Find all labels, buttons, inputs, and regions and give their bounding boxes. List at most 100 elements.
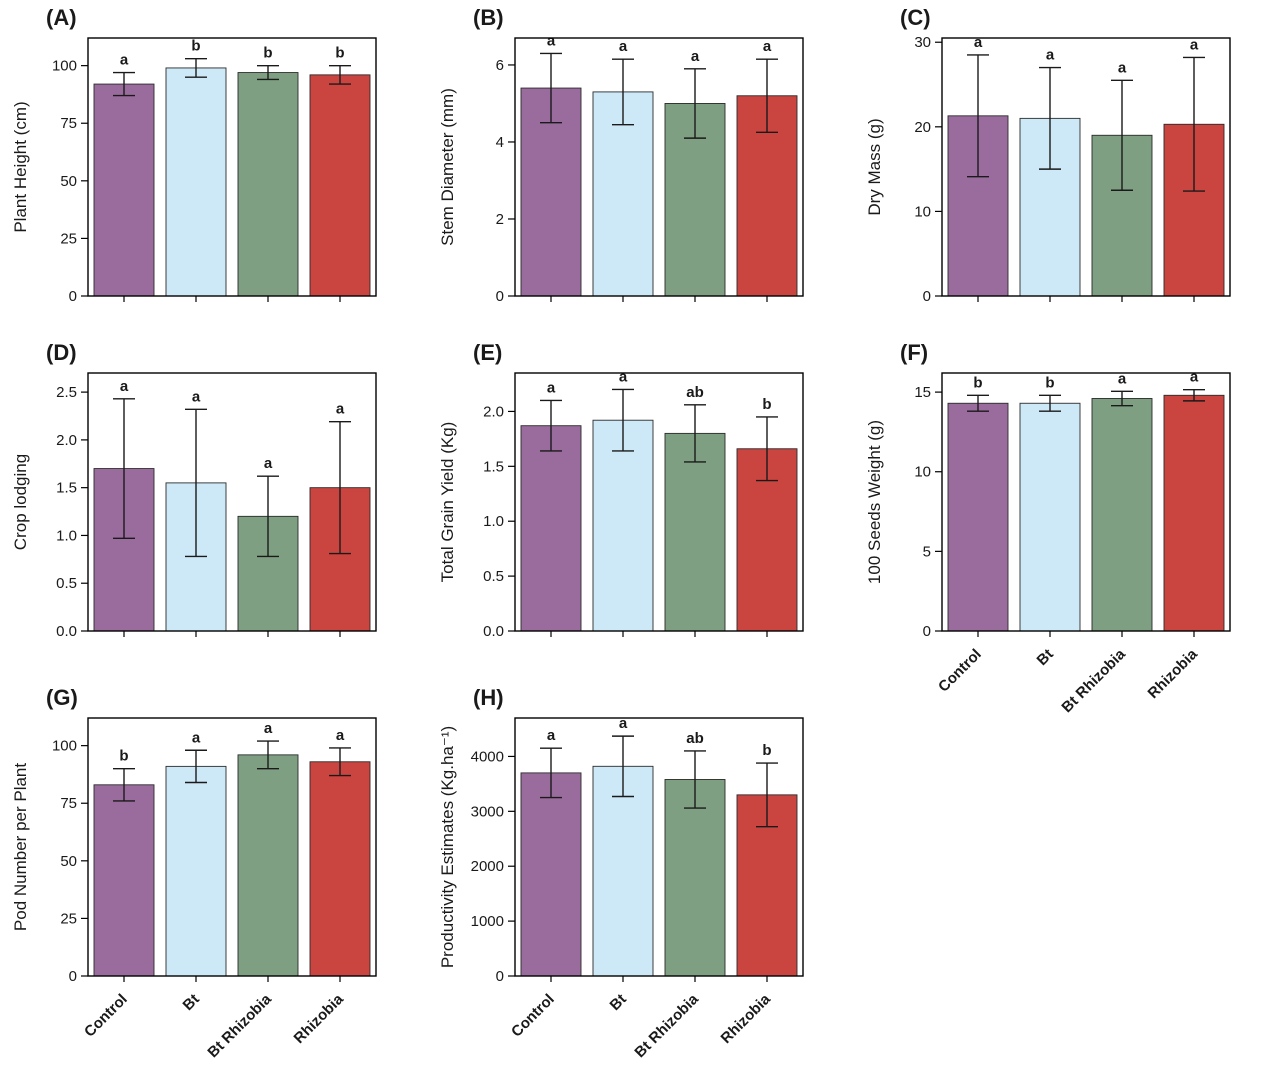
significance-letter: a [763, 38, 772, 55]
chart-total-grain-yield: (E) Total Grain Yield (Kg) 0.0 0.5 1.0 1.5 2.0… [438, 340, 804, 640]
significance-letter: a [264, 720, 273, 737]
y-tick-label: 25 [60, 910, 77, 927]
y-tick-label: 0 [69, 288, 77, 305]
y-tick-label: 15 [914, 384, 931, 401]
significance-letter: a [547, 379, 556, 396]
significance-letter: a [974, 34, 983, 51]
bar-bt-rhizobia [1091, 398, 1153, 632]
bar-control [947, 402, 1009, 632]
x-tick-label: Rhizobia [718, 990, 775, 1047]
y-tick-label: 2000 [471, 858, 504, 875]
y-tick-label: 0.0 [56, 623, 77, 640]
chart-100-seeds-weight: (F) 100 Seeds Weight (g) 0 5 10 15 b Control b Bt… [865, 340, 1231, 716]
bar-bt [165, 67, 227, 297]
y-tick-label: 10 [914, 464, 931, 481]
y-axis-label: Plant Height (cm) [11, 101, 30, 232]
y-tick-label: 6 [496, 57, 504, 74]
chart-stem-diameter: (B) Stem Diameter (mm) 0 2 4 6 a a a a [438, 5, 804, 305]
bar-rhizobia [1163, 394, 1225, 632]
panel-dry-mass: (C) Dry Mass (g) 0 10 20 30 a a a a [854, 0, 1280, 335]
y-tick-label: 1000 [471, 913, 504, 930]
plot-frame [87, 717, 377, 977]
panel-label: (C) [900, 5, 931, 30]
y-tick-label: 2.5 [56, 384, 77, 401]
significance-letter: a [120, 52, 129, 69]
plot-frame [941, 372, 1231, 632]
bar-control [93, 784, 155, 977]
y-tick-label: 50 [60, 173, 77, 190]
significance-letter: a [547, 32, 556, 49]
x-tick-label: Bt Rhizobia [631, 990, 702, 1061]
x-tick-label: Control [508, 991, 558, 1041]
y-axis-label: Total Grain Yield (Kg) [438, 422, 457, 583]
y-tick-label: 5 [923, 543, 931, 560]
y-tick-label: 75 [60, 795, 77, 812]
panel-label: (A) [46, 5, 77, 30]
plot-frame [87, 37, 377, 297]
significance-letter: a [1190, 36, 1199, 53]
y-axis-label: 100 Seeds Weight (g) [865, 420, 884, 584]
significance-letter: a [1118, 59, 1127, 76]
y-tick-label: 1.0 [56, 527, 77, 544]
x-tick-label: Rhizobia [291, 990, 348, 1047]
y-tick-label: 100 [52, 58, 77, 75]
significance-letter: a [1118, 370, 1127, 387]
plot-frame [514, 37, 804, 297]
significance-letter: a [547, 727, 556, 744]
panel-label: (B) [473, 5, 504, 30]
panel-label: (D) [46, 340, 77, 365]
y-tick-label: 4 [496, 134, 504, 151]
y-tick-label: 2 [496, 211, 504, 228]
x-tick-label: Bt [180, 991, 203, 1014]
significance-letter: b [263, 45, 272, 62]
x-tick-label: Bt [1034, 646, 1057, 669]
y-tick-label: 0 [69, 968, 77, 985]
y-tick-label: 100 [52, 738, 77, 755]
panel-label: (H) [473, 685, 504, 710]
y-tick-label: 3000 [471, 803, 504, 820]
significance-letter: b [973, 374, 982, 391]
y-tick-label: 30 [914, 34, 931, 51]
y-tick-label: 0 [923, 623, 931, 640]
y-tick-label: 1.0 [483, 513, 504, 530]
bar-control [520, 425, 582, 632]
y-tick-label: 0.0 [483, 623, 504, 640]
panel-pod-number: (G) Pod Number per Plant 0 25 50 75 100 b Contro… [0, 680, 427, 1090]
y-tick-label: 0.5 [56, 575, 77, 592]
bar-bt [592, 419, 654, 632]
significance-letter: a [192, 729, 201, 746]
panel-stem-diameter: (B) Stem Diameter (mm) 0 2 4 6 a a a a [427, 0, 854, 335]
y-axis-label: Dry Mass (g) [865, 118, 884, 215]
bar-control [93, 83, 155, 297]
significance-letter: a [619, 38, 628, 55]
x-tick-label: Rhizobia [1145, 645, 1202, 702]
bar-bt-rhizobia [664, 779, 726, 977]
y-tick-label: 2.0 [56, 432, 77, 449]
significance-letter: a [619, 715, 628, 732]
x-tick-label: Bt Rhizobia [204, 990, 275, 1061]
bar-control [520, 772, 582, 977]
bar-bt-rhizobia [664, 432, 726, 632]
significance-letter: a [619, 368, 628, 385]
bar-bt [1019, 402, 1081, 632]
y-axis-label: Productivity Estimates (Kg.ha⁻¹) [438, 726, 457, 968]
significance-letter: b [191, 38, 200, 55]
x-tick-label: Control [935, 646, 985, 696]
significance-letter: b [335, 45, 344, 62]
plot-frame [941, 37, 1231, 297]
chart-productivity-estimates: (H) Productivity Estimates (Kg.ha⁻¹) 0 1000… [438, 685, 804, 1061]
plot-frame [514, 372, 804, 632]
significance-letter: a [1190, 369, 1199, 386]
significance-letter: b [119, 748, 128, 765]
significance-letter: a [120, 378, 129, 395]
bar-bt-rhizobia [237, 72, 299, 297]
y-tick-label: 50 [60, 853, 77, 870]
bar-rhizobia [309, 74, 371, 297]
plot-frame [87, 372, 377, 632]
panel-100-seeds-weight: (F) 100 Seeds Weight (g) 0 5 10 15 b Control b Bt… [854, 335, 1280, 716]
significance-letter: a [691, 48, 700, 65]
y-tick-label: 0 [496, 288, 504, 305]
x-tick-label: Bt Rhizobia [1058, 645, 1129, 716]
y-tick-label: 0 [923, 288, 931, 305]
y-tick-label: 0 [496, 968, 504, 985]
